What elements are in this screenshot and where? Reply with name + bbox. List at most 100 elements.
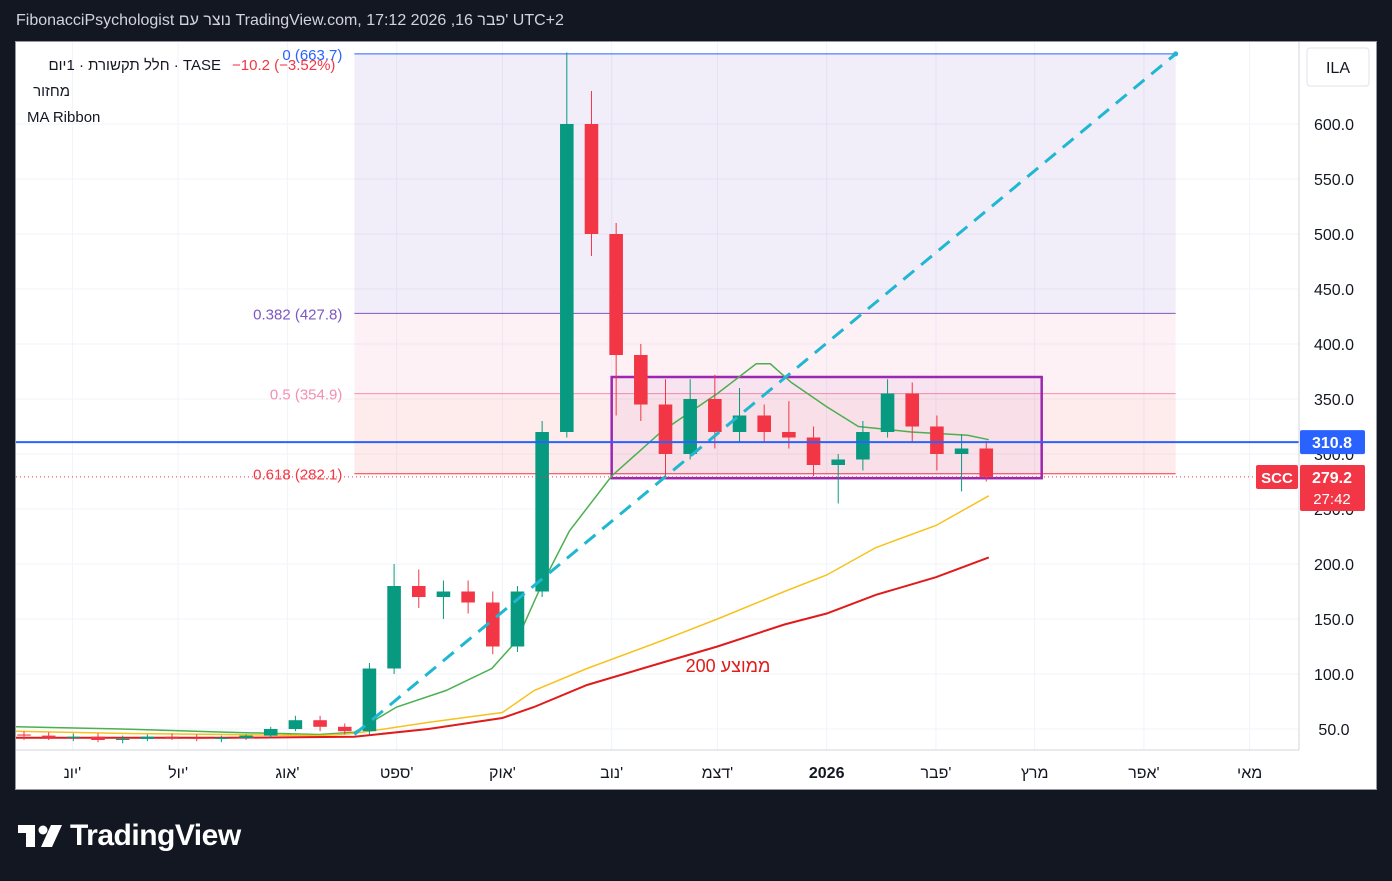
time-axis[interactable]: יונ' יול' אוג' ספט' אוק' נוב' דצמ' 2026 פבר' מרץ א…: [16, 749, 1299, 782]
candle-body: [411, 586, 426, 597]
fib-level-label: 0.618 (282.1): [253, 467, 342, 484]
candle-body: [954, 448, 969, 454]
candles: [17, 52, 994, 744]
time-tick: אוק': [489, 765, 516, 782]
candle-body: [140, 736, 155, 739]
candle-body: [461, 591, 475, 603]
candle-body: [17, 734, 31, 736]
currency-box[interactable]: [1306, 47, 1370, 87]
fib-level-label: 0 (663.7): [282, 47, 342, 64]
time-tick: מאי: [1237, 765, 1262, 782]
candle-body: [806, 437, 821, 465]
candle-body: [609, 234, 623, 355]
ma-line: [16, 363, 989, 736]
candle-body: [436, 591, 451, 597]
time-tick: דצמ': [702, 765, 734, 782]
fib-level-label: 0.5 (354.9): [270, 387, 343, 404]
price-tick: 350.0: [1314, 392, 1354, 409]
last-price-badge: SCC 279.2 27:42: [1256, 465, 1365, 511]
price-chart[interactable]: 0 (663.7) 0.382 (427.8) 0.5 (354.9) 0.618 (…: [16, 42, 1376, 789]
candle-body: [362, 668, 377, 732]
fib-zone: [354, 53, 1176, 314]
candle-body: [634, 355, 648, 405]
chart-caption-bar: FibonacciPsychologist נוצר עם TradingVie…: [0, 0, 1392, 40]
candle-body: [880, 393, 895, 432]
ma200-annotation[interactable]: ממוצע 200: [686, 656, 771, 676]
time-tick: מרץ: [1021, 765, 1049, 782]
candle-body: [856, 432, 870, 460]
candle-body: [214, 737, 229, 739]
candle-body: [263, 729, 278, 736]
price-tick: 600.0: [1314, 117, 1354, 134]
time-tick: פבר': [920, 765, 951, 782]
candle-body: [757, 415, 771, 432]
price-tick: 450.0: [1314, 282, 1354, 299]
fib-zone: [354, 313, 1176, 394]
candle-body: [979, 448, 994, 477]
candle-body: [313, 720, 327, 727]
candle-body: [189, 737, 204, 739]
fib-level-label: 0.382 (427.8): [253, 306, 342, 323]
price-tick: 50.0: [1318, 722, 1349, 739]
candle-body: [708, 399, 722, 432]
candle-body: [115, 738, 130, 740]
tradingview-wordmark: TradingView: [70, 819, 241, 852]
chart-caption: FibonacciPsychologist נוצר עם TradingVie…: [16, 12, 564, 29]
candle-body: [337, 726, 352, 732]
price-tick: 200.0: [1314, 557, 1354, 574]
candle-body: [387, 586, 401, 669]
price-ticks: 50.0100.0150.0200.0250.0300.0350.0400.04…: [1314, 117, 1354, 739]
hline-price: 310.8: [1312, 435, 1352, 452]
candle-body: [165, 736, 179, 738]
chart-legend: חלל תקשורת · 1יום · TASE −10.2 (−3.52%) …: [27, 57, 335, 126]
candle-body: [41, 735, 56, 738]
bar-countdown: 27:42: [1313, 491, 1351, 508]
legend-symbol[interactable]: חלל תקשורת · 1יום · TASE: [48, 57, 221, 74]
hline-price-badge: 310.8: [1300, 430, 1365, 455]
legend-indicator[interactable]: MA Ribbon: [27, 109, 100, 126]
symbol-badge: SCC: [1261, 470, 1293, 487]
tradingview-logo[interactable]: TradingView: [18, 818, 241, 854]
consolidation-rectangle[interactable]: [610, 375, 1043, 480]
candle-body: [905, 393, 920, 427]
price-tick: 550.0: [1314, 172, 1354, 189]
candle-body: [658, 404, 673, 454]
ma-line: [16, 556, 990, 739]
candle-body: [239, 735, 253, 738]
time-tick: אוג': [275, 765, 299, 782]
trend-line-handle[interactable]: [1173, 51, 1179, 57]
candle-body: [288, 720, 303, 729]
candle-body: [831, 459, 845, 465]
time-tick: יול': [168, 764, 188, 782]
time-tick: 2026: [809, 765, 845, 782]
price-tick: 150.0: [1314, 612, 1354, 629]
chart-frame[interactable]: 0 (663.7) 0.382 (427.8) 0.5 (354.9) 0.618 (…: [15, 41, 1377, 790]
time-ticks: יונ' יול' אוג' ספט' אוק' נוב' דצמ' 2026 פבר' מרץ א…: [64, 764, 1263, 782]
time-tick: נוב': [600, 765, 623, 782]
candle-body: [930, 426, 944, 454]
trend-line[interactable]: [353, 52, 1177, 736]
candle-body: [683, 399, 697, 454]
candle-body: [584, 124, 599, 234]
time-tick: יונ': [64, 765, 82, 782]
legend-volume[interactable]: מחזור: [33, 83, 70, 100]
fib-retracement[interactable]: 0 (663.7) 0.382 (427.8) 0.5 (354.9) 0.618 (…: [253, 47, 1176, 484]
price-tick: 400.0: [1314, 337, 1354, 354]
candle-body: [782, 432, 796, 438]
candle-body: [510, 591, 525, 647]
candle-body: [535, 432, 549, 592]
candle-body: [91, 736, 105, 740]
fib-zone: [354, 393, 1176, 474]
price-tick: 100.0: [1314, 667, 1354, 684]
candle-body: [560, 124, 574, 432]
candle-body: [66, 736, 81, 738]
candle-body: [486, 602, 500, 647]
time-tick: אפר': [1128, 765, 1159, 782]
legend-change: −10.2 (−3.52%): [232, 57, 335, 74]
price-tick: 500.0: [1314, 227, 1354, 244]
currency-label: ILA: [1326, 60, 1350, 77]
price-axis[interactable]: ILA 50.0100.0150.0200.0250.0300.0350.040…: [1256, 42, 1370, 750]
last-price: 279.2: [1312, 470, 1352, 487]
tradingview-mark-icon: [18, 825, 62, 847]
time-tick: ספט': [380, 765, 414, 782]
